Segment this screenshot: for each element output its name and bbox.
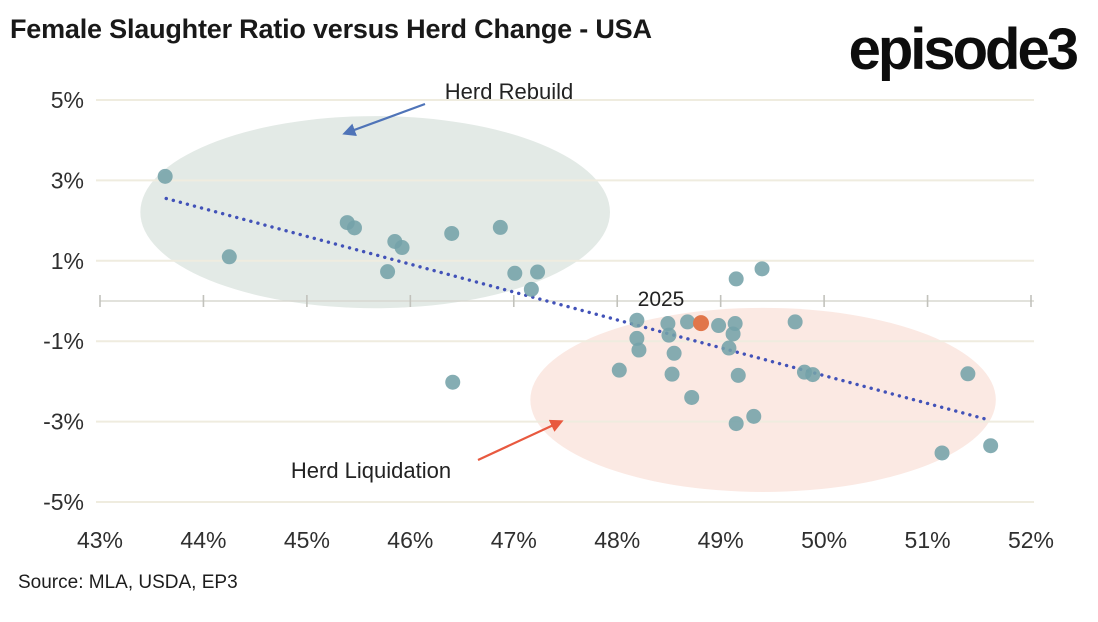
chart-title: Female Slaughter Ratio versus Herd Chang… — [10, 14, 652, 44]
scatter-point — [787, 314, 803, 330]
herd-liquidation-ellipse — [530, 307, 996, 492]
y-axis-label: -5% — [43, 489, 84, 515]
scatter-point — [157, 168, 173, 184]
scatter-point — [629, 312, 645, 328]
zero-axis — [99, 295, 1034, 307]
episode3-logo: episode3 — [848, 17, 1079, 82]
axis-labels: 43% 44% 45% 46% 47% 48% 49% 50% 51% 52% 5% 3% 1% -1% -… — [43, 87, 1054, 553]
scatter-point — [805, 367, 821, 383]
y-axis-label: 3% — [51, 167, 84, 193]
x-axis-label: 50% — [801, 527, 847, 553]
scatter-point — [960, 366, 976, 382]
scatter-point — [492, 219, 508, 235]
scatter-point — [983, 438, 999, 454]
scatter-point — [507, 265, 523, 281]
herd-rebuild-arrow — [342, 102, 426, 137]
scatter-point — [728, 416, 744, 432]
scatter-point — [711, 318, 727, 334]
scatter-point — [445, 374, 461, 390]
scatter-point — [530, 264, 546, 280]
herd-rebuild-label: Herd Rebuild — [445, 79, 573, 104]
scatter-point — [394, 240, 410, 256]
x-axis-label: 49% — [698, 527, 744, 553]
gridlines — [96, 99, 1034, 503]
x-axis-label: 45% — [284, 527, 330, 553]
y-axis-label: -3% — [43, 409, 84, 435]
herd-rebuild-ellipse — [140, 116, 610, 309]
trendline-dotted — [164, 196, 990, 422]
herd-liquidation-arrow — [477, 419, 564, 461]
herd-liquidation-label: Herd Liquidation — [291, 458, 451, 483]
scatter-point — [728, 271, 744, 287]
scatter-point — [664, 366, 680, 382]
x-axis-label: 46% — [387, 527, 433, 553]
scatter-point — [611, 362, 627, 378]
scatter-point — [727, 316, 743, 332]
x-axis-label: 47% — [491, 527, 537, 553]
annotations: Herd Rebuild Herd Liquidation 2025 — [291, 79, 684, 483]
scatter-point — [721, 340, 737, 356]
scatter-point — [934, 445, 950, 461]
scatter-point — [730, 367, 746, 383]
scatter-point — [523, 281, 539, 297]
scatter-point — [661, 327, 677, 343]
source-note: Source: MLA, USDA, EP3 — [18, 572, 238, 593]
scatter-point — [754, 261, 770, 277]
shaded-regions — [140, 116, 996, 492]
x-axis-label: 43% — [77, 527, 123, 553]
scatter-point — [666, 345, 682, 361]
trendline — [164, 196, 990, 422]
y-axis-label: -1% — [43, 328, 84, 354]
y-axis-label: 5% — [51, 87, 84, 113]
scatter-point — [680, 314, 696, 330]
scatter-point — [221, 249, 237, 265]
y-axis-label: 1% — [51, 248, 84, 274]
scatter-point — [684, 389, 700, 405]
scatter-point-2025 — [693, 315, 710, 332]
x-axis-label: 44% — [180, 527, 226, 553]
scatter-points — [157, 168, 999, 461]
scatter-point — [380, 264, 396, 280]
scatter-point — [629, 330, 645, 346]
scatter-point — [660, 316, 676, 332]
scatter-point — [444, 225, 460, 241]
scatter-point — [346, 220, 362, 236]
scatter-point — [746, 408, 762, 424]
x-axis-label: 51% — [905, 527, 951, 553]
x-axis-label: 52% — [1008, 527, 1054, 553]
point-2025-label: 2025 — [638, 288, 685, 311]
x-axis-label: 48% — [594, 527, 640, 553]
scatter-point — [631, 342, 647, 358]
